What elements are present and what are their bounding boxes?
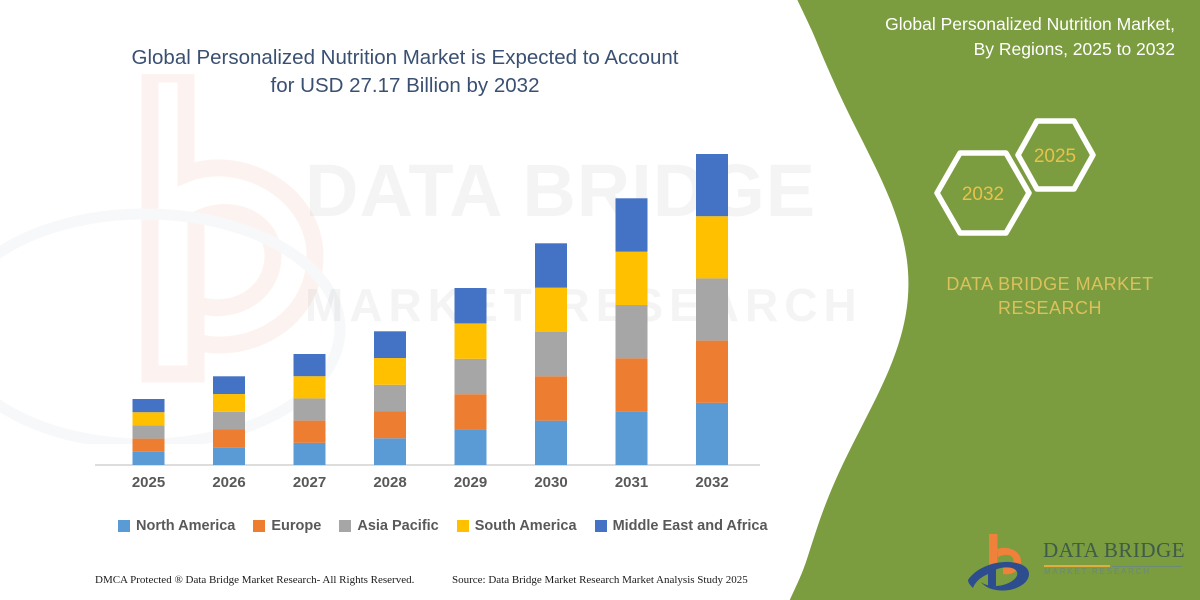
svg-text:2025: 2025	[1034, 146, 1076, 167]
svg-text:2027: 2027	[293, 474, 326, 491]
svg-text:2032: 2032	[695, 474, 728, 491]
svg-text:2026: 2026	[212, 474, 245, 491]
svg-text:2032: 2032	[962, 184, 1004, 205]
svg-text:2025: 2025	[132, 474, 165, 491]
svg-text:2031: 2031	[615, 474, 648, 491]
svg-text:2028: 2028	[373, 474, 406, 491]
svg-text:2030: 2030	[534, 474, 567, 491]
svg-text:2029: 2029	[454, 474, 487, 491]
